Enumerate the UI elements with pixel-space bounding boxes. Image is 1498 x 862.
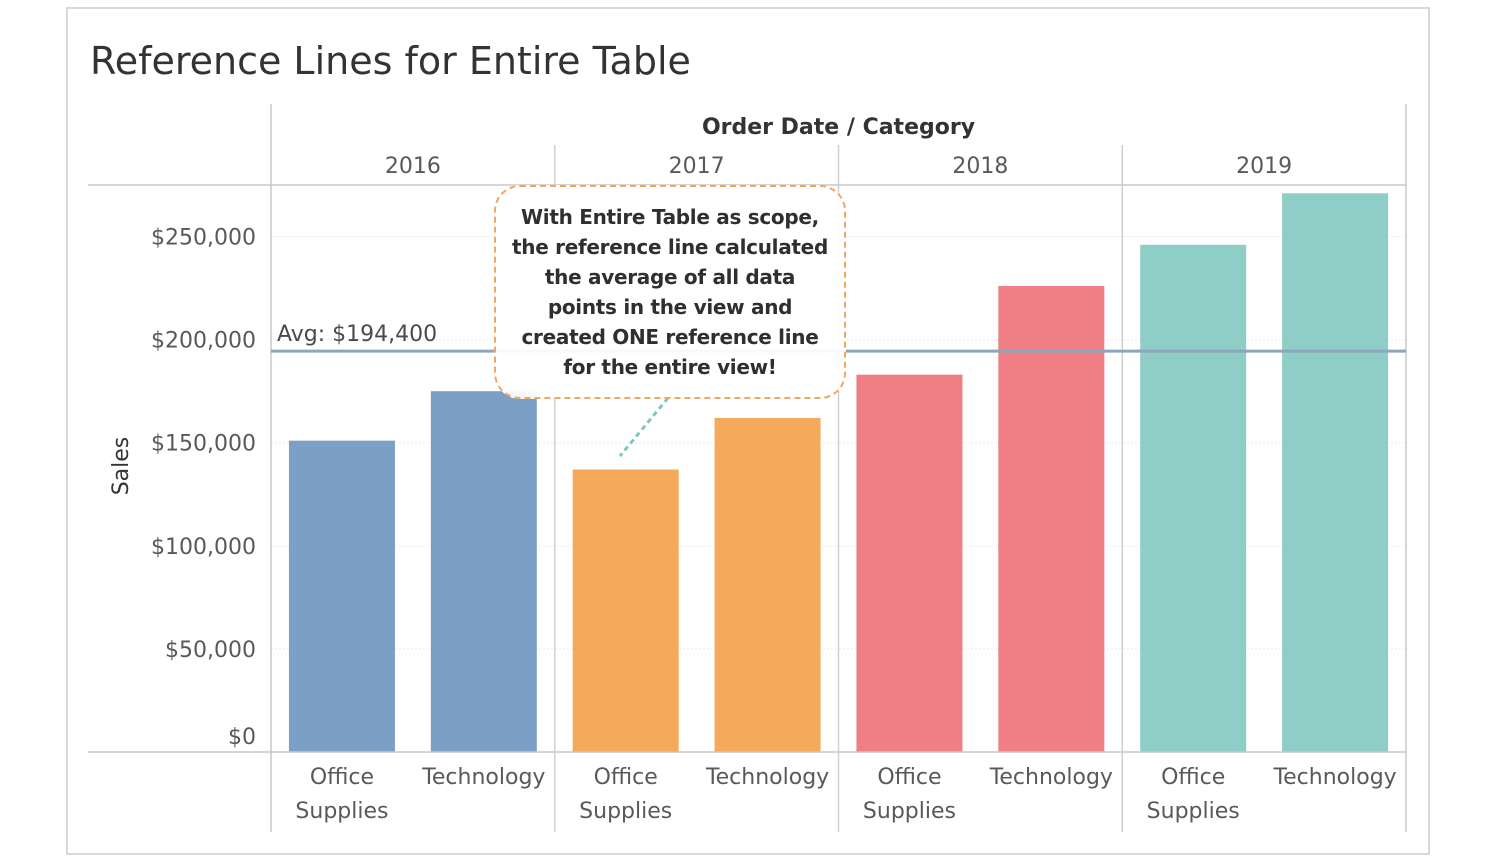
- bar-2018-1: [998, 286, 1105, 752]
- year-header-2018: 2018: [952, 154, 1008, 179]
- y-tick-label-4: $200,000: [151, 329, 256, 354]
- x-tick-label-2016-0: Office Supplies: [295, 765, 388, 824]
- y-tick-label-2: $100,000: [151, 535, 256, 560]
- x-tick-label-2018-0: Office Supplies: [863, 765, 956, 824]
- bar-2018-0: [856, 374, 963, 752]
- chart-title: Reference Lines for Entire Table: [90, 39, 691, 83]
- reference-line-label: Avg: $194,400: [277, 322, 437, 347]
- bar-2019-0: [1140, 244, 1247, 752]
- y-tick-label-0: $0: [228, 725, 256, 750]
- column-header: Order Date / Category: [702, 115, 975, 140]
- year-header-2019: 2019: [1236, 154, 1292, 179]
- x-tick-label-2017-1: Technology: [705, 765, 829, 790]
- annotation-text: With Entire Table as scope, the referenc…: [512, 205, 828, 379]
- year-header-2016: 2016: [385, 154, 441, 179]
- annotation-pointer: [618, 397, 670, 457]
- annotation-callout: With Entire Table as scope, the referenc…: [494, 185, 846, 399]
- bar-2017-0: [572, 469, 679, 752]
- bar-2019-1: [1282, 193, 1389, 753]
- y-tick-label-1: $50,000: [165, 638, 256, 663]
- y-axis-label: Sales: [109, 437, 134, 496]
- x-tick-label-2018-1: Technology: [989, 765, 1113, 790]
- year-header-2017: 2017: [669, 154, 725, 179]
- x-tick-label-2019-1: Technology: [1272, 765, 1396, 790]
- x-tick-label-2019-0: Office Supplies: [1147, 765, 1240, 824]
- y-tick-label-5: $250,000: [151, 226, 256, 251]
- bar-2016-0: [288, 440, 395, 752]
- bar-2016-1: [430, 391, 537, 752]
- x-tick-label-2017-0: Office Supplies: [579, 765, 672, 824]
- bar-2017-1: [714, 417, 821, 752]
- y-tick-label-3: $150,000: [151, 432, 256, 457]
- x-tick-label-2016-1: Technology: [421, 765, 545, 790]
